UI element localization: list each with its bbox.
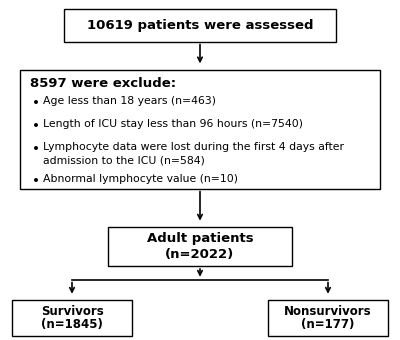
Text: (n=2022): (n=2022) xyxy=(165,248,235,261)
Text: Lymphocyte data were lost during the first 4 days after
admission to the ICU (n=: Lymphocyte data were lost during the fir… xyxy=(43,142,344,165)
Text: •: • xyxy=(32,174,40,188)
Text: Adult patients: Adult patients xyxy=(147,232,253,245)
Text: (n=1845): (n=1845) xyxy=(41,318,103,331)
Text: Abnormal lymphocyte value (n=10): Abnormal lymphocyte value (n=10) xyxy=(43,174,238,184)
Bar xyxy=(268,300,388,336)
Text: 8597 were exclude:: 8597 were exclude: xyxy=(30,77,176,90)
Bar xyxy=(20,70,380,189)
Text: (n=177): (n=177) xyxy=(301,318,355,331)
Text: Nonsurvivors: Nonsurvivors xyxy=(284,305,372,318)
Text: 10619 patients were assessed: 10619 patients were assessed xyxy=(87,19,313,32)
Text: Age less than 18 years (n=463): Age less than 18 years (n=463) xyxy=(43,96,216,106)
Text: •: • xyxy=(32,142,40,156)
Text: •: • xyxy=(32,119,40,133)
Text: Survivors: Survivors xyxy=(41,305,103,318)
Bar xyxy=(12,300,132,336)
Bar xyxy=(108,227,292,266)
Text: Length of ICU stay less than 96 hours (n=7540): Length of ICU stay less than 96 hours (n… xyxy=(43,119,303,129)
Bar xyxy=(64,9,336,41)
Text: •: • xyxy=(32,96,40,110)
